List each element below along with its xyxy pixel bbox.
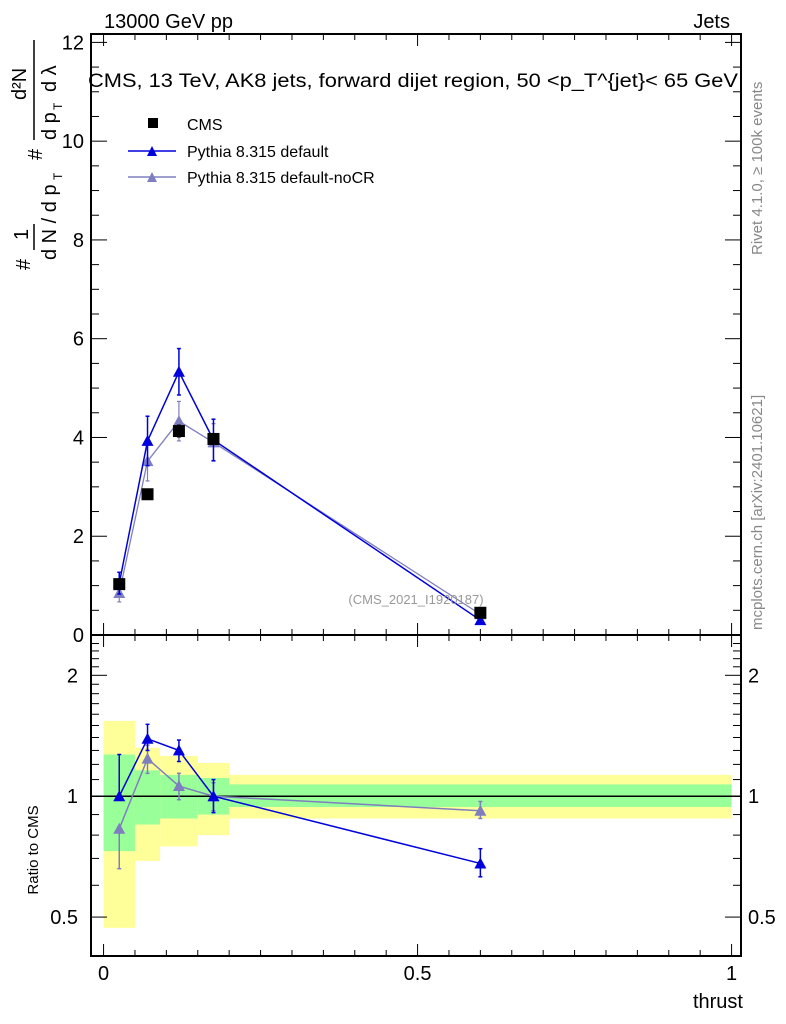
ratio-nocr-point xyxy=(172,780,185,792)
y-label-text: # xyxy=(13,258,35,270)
legend-default-label: Pythia 8.315 default xyxy=(187,144,329,161)
legend-default-marker xyxy=(147,146,157,156)
side-label-mcplots: mcplots.cern.ch [arXiv:2401.10621] xyxy=(749,395,766,630)
ratio-y-tick-label-right: 2 xyxy=(748,665,759,687)
ratio-nocr-point xyxy=(141,752,154,764)
plot-title: CMS, 13 TeV, AK8 jets, forward dijet reg… xyxy=(88,71,738,92)
y-label-text: d λ xyxy=(39,65,61,92)
default-data-point xyxy=(474,614,487,626)
y-tick-label: 12 xyxy=(62,32,84,54)
ratio-default-point xyxy=(113,790,126,802)
cms-data-point xyxy=(172,425,185,438)
ratio-y-tick-label-right: 0.5 xyxy=(748,907,776,929)
side-label-rivet: Rivet 4.1.0, ≥ 100k events xyxy=(749,82,766,255)
main-y-axis-label: # 1 d N / d p T # d²N d p T d λ xyxy=(9,40,65,270)
ratio-y-tick-label: 0.5 xyxy=(50,907,78,929)
y-tick-label: 8 xyxy=(73,230,84,252)
y-label-text: d p xyxy=(39,112,61,140)
legend-nocr-marker xyxy=(147,172,157,182)
ratio-y-axis-label: Ratio to CMS xyxy=(25,805,42,894)
default-data-point xyxy=(141,434,154,446)
ratio-default-point xyxy=(141,732,154,744)
legend: CMS Pythia 8.315 default Pythia 8.315 de… xyxy=(128,117,375,187)
legend-nocr-label: Pythia 8.315 default-noCR xyxy=(187,170,375,187)
y-tick-label: 4 xyxy=(73,427,84,449)
y-label-text: T xyxy=(51,172,65,180)
ratio-y-tick-label: 1 xyxy=(67,786,78,808)
cms-data-point xyxy=(474,606,487,619)
y-tick-label: 6 xyxy=(73,329,84,351)
ratio-default-point xyxy=(172,744,185,756)
nocr-data-point xyxy=(172,415,185,427)
cms-data-point xyxy=(141,488,154,501)
y-tick-label: 0 xyxy=(73,625,84,647)
ratio-default-point xyxy=(474,857,487,869)
ratio-plot: 0 0.5 1 0.5 0.5 1 1 2 2 xyxy=(50,634,776,985)
default-data-point xyxy=(172,365,185,377)
x-tick-label: 0.5 xyxy=(404,963,432,985)
y-tick-label: 2 xyxy=(73,526,84,548)
x-axis-label: thrust xyxy=(693,991,743,1013)
analysis-watermark: (CMS_2021_I1920187) xyxy=(348,592,483,607)
header-right: Jets xyxy=(693,11,730,33)
y-label-text: 1 xyxy=(11,229,33,240)
ratio-nocr-point xyxy=(113,822,126,834)
ratio-nocr-point xyxy=(474,804,487,816)
ratio-y-tick-label-right: 1 xyxy=(748,786,759,808)
header-left: 13000 GeV pp xyxy=(104,11,233,33)
band-green-bin xyxy=(134,770,161,825)
y-label-text: d²N xyxy=(9,68,31,100)
y-label-text: d N / d p xyxy=(39,184,61,260)
legend-cms-label: CMS xyxy=(187,117,223,134)
x-tick-label: 1 xyxy=(726,963,737,985)
y-label-text: # xyxy=(25,148,47,160)
ratio-default-point xyxy=(207,790,220,802)
ratio-y-tick-label: 2 xyxy=(67,665,78,687)
cms-data-point xyxy=(113,578,126,591)
y-tick-label: 10 xyxy=(62,131,84,153)
legend-cms-marker xyxy=(148,118,158,128)
series-line-2 xyxy=(118,420,481,615)
x-tick-label: 0 xyxy=(98,963,109,985)
series-line-1 xyxy=(118,370,481,621)
y-label-text: T xyxy=(51,102,65,110)
cms-data-point xyxy=(207,432,220,445)
ratio-frame xyxy=(90,634,742,957)
